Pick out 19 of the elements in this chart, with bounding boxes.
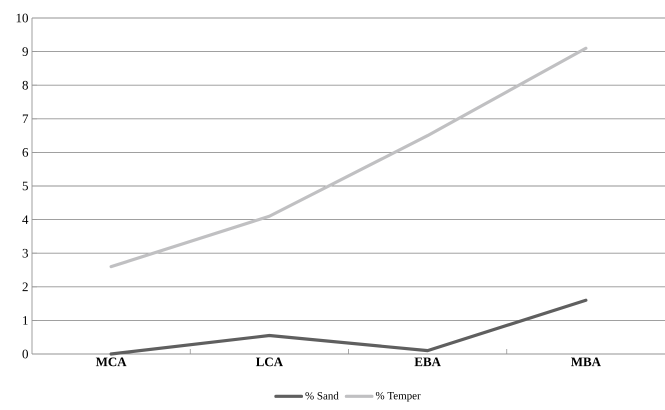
x-tick-label: LCA: [256, 358, 283, 366]
x-tick-label: MCA: [96, 358, 127, 366]
y-tick-label: 3: [22, 248, 28, 258]
y-tick-label: 7: [22, 114, 28, 124]
y-tick-label: 5: [22, 182, 28, 190]
y-tick-label: 2: [22, 282, 28, 292]
y-tick-label: 9: [22, 47, 28, 56]
y-tick-label: 8: [22, 80, 28, 90]
legend-label: % Temper: [376, 392, 421, 402]
line-series: [110, 298, 588, 356]
y-tick-label: 6: [22, 148, 28, 157]
x-tick-label: MBA: [570, 358, 601, 366]
legend-label: % Sand: [305, 392, 339, 400]
y-tick-label: 10: [16, 14, 28, 22]
line-series: [110, 46, 588, 268]
x-tick-label: EBA: [414, 358, 441, 366]
y-tick-label: 0: [22, 350, 28, 358]
y-tick-label: 1: [23, 316, 28, 325]
y-tick-label: 4: [22, 215, 28, 224]
